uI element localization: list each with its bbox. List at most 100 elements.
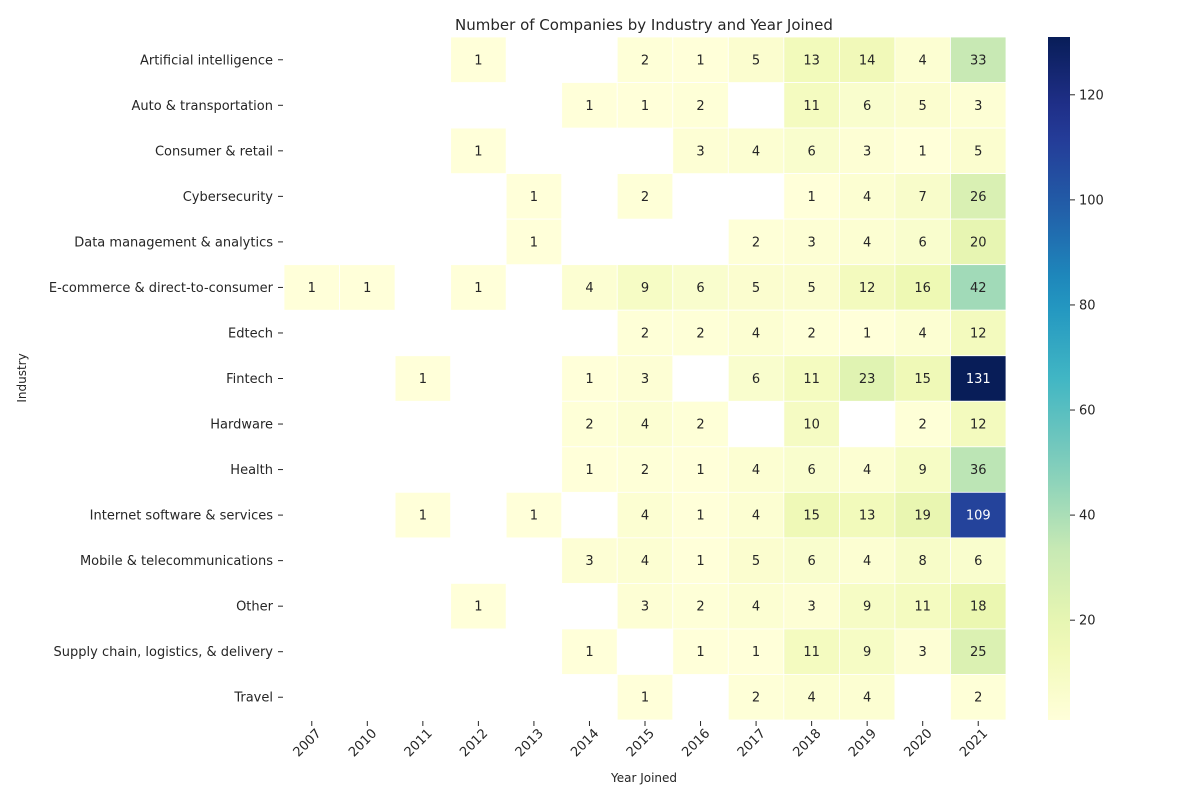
heatmap-cell — [727, 537, 785, 584]
heatmap-cell — [672, 491, 729, 539]
x-tick-label: 2015 — [624, 726, 658, 760]
cell-value-label: 4 — [585, 281, 593, 296]
heatmap-cell — [616, 36, 674, 83]
heatmap-cell — [727, 355, 785, 402]
cell-value-label: 2 — [919, 418, 927, 433]
colorbar-tick-label: 40 — [1079, 509, 1096, 524]
cell-value-label: 20 — [970, 235, 987, 250]
heatmap-cell — [727, 446, 785, 493]
heatmap-cell — [950, 400, 1007, 448]
x-tick-label: 2019 — [846, 726, 880, 760]
cell-value-label: 1 — [641, 99, 649, 114]
heatmap-cell — [894, 355, 951, 402]
cell-value-label: 2 — [641, 463, 649, 478]
cell-value-label: 4 — [863, 190, 871, 205]
heatmap-cell — [894, 628, 951, 675]
cell-value-label: 6 — [863, 99, 871, 114]
cell-value-label: 33 — [970, 53, 987, 68]
cell-value-label: 8 — [919, 554, 927, 569]
heatmap-cell — [727, 36, 785, 83]
cell-value-label: 1 — [807, 190, 815, 205]
cell-value-label: 2 — [585, 418, 593, 433]
heatmap-cell — [616, 309, 674, 357]
y-tick-label: E-commerce & direct-to-consumer — [49, 281, 274, 296]
heatmap-cell — [616, 446, 674, 493]
y-tick-label: Artificial intelligence — [140, 53, 273, 68]
cell-value-label: 7 — [919, 190, 927, 205]
heatmap-cell — [894, 491, 951, 539]
cell-value-label: 6 — [807, 554, 815, 569]
heatmap-cell — [561, 264, 618, 311]
cell-value-label: 1 — [474, 281, 482, 296]
heatmap-cell — [950, 127, 1007, 174]
cell-value-label: 1 — [641, 691, 649, 706]
cell-value-label: 9 — [641, 281, 649, 296]
heatmap-cell — [950, 446, 1007, 493]
cell-value-label: 1 — [530, 509, 538, 524]
y-tick-label: Hardware — [210, 418, 273, 433]
heatmap-cell — [950, 674, 1007, 721]
heatmap-cell — [838, 491, 896, 539]
cell-value-label: 11 — [803, 99, 820, 114]
cell-value-label: 4 — [863, 235, 871, 250]
heatmap-cell — [450, 36, 507, 83]
cell-value-label: 2 — [696, 99, 704, 114]
chart-title: Number of Companies by Industry and Year… — [455, 16, 833, 34]
cell-value-label: 1 — [363, 281, 371, 296]
heatmap-cell — [950, 537, 1007, 584]
cell-value-label: 1 — [474, 600, 482, 615]
heatmap-cell — [339, 264, 396, 311]
cell-value-label: 1 — [585, 99, 593, 114]
cell-value-label: 3 — [863, 144, 871, 159]
cell-value-label: 3 — [696, 144, 704, 159]
heatmap-cell — [561, 446, 618, 493]
heatmap-cell — [394, 355, 452, 402]
heatmap-cell — [616, 264, 674, 311]
cell-value-label: 6 — [696, 281, 704, 296]
cell-value-label: 109 — [966, 509, 991, 524]
cell-value-label: 1 — [419, 372, 427, 387]
heatmap-cell — [727, 628, 785, 675]
cell-value-label: 18 — [970, 600, 987, 615]
y-tick-label: Internet software & services — [90, 509, 274, 524]
heatmap-cell — [450, 127, 507, 174]
cell-value-label: 5 — [752, 53, 760, 68]
cell-value-label: 3 — [641, 600, 649, 615]
cell-value-label: 3 — [919, 645, 927, 660]
cell-value-label: 5 — [919, 99, 927, 114]
cell-value-label: 1 — [752, 645, 760, 660]
cell-value-label: 4 — [863, 463, 871, 478]
cell-value-label: 15 — [803, 509, 820, 524]
cell-value-label: 1 — [585, 463, 593, 478]
cell-value-label: 1 — [863, 326, 871, 341]
x-tick-label: 2014 — [568, 726, 602, 760]
heatmap-cells — [283, 36, 1007, 721]
heatmap-cell — [727, 127, 785, 174]
heatmap-cell — [505, 173, 563, 220]
heatmap-cell — [894, 127, 951, 174]
heatmap-cell — [727, 583, 785, 630]
cell-value-label: 4 — [641, 418, 649, 433]
heatmap-cell — [783, 400, 840, 448]
x-axis: 2007 2010 2011 2012 2013 2014 2015 2016 2017 2018… — [291, 721, 991, 760]
cell-value-label: 19 — [914, 509, 931, 524]
heatmap-cell — [727, 674, 785, 721]
cell-value-label: 15 — [914, 372, 931, 387]
cell-value-label: 14 — [859, 53, 876, 68]
cell-value-label: 1 — [308, 281, 316, 296]
heatmap-cell — [838, 674, 896, 721]
cell-value-label: 4 — [919, 53, 927, 68]
heatmap-cell — [672, 583, 729, 630]
heatmap-cell — [838, 309, 896, 357]
heatmap-cell — [783, 264, 840, 311]
cell-value-label: 6 — [974, 554, 982, 569]
colorbar-tick-label: 60 — [1079, 404, 1096, 419]
cell-value-label: 10 — [803, 418, 820, 433]
cell-value-label: 4 — [919, 326, 927, 341]
cell-value-label: 6 — [752, 372, 760, 387]
cell-value-label: 1 — [696, 463, 704, 478]
heatmap-cell — [783, 127, 840, 174]
y-tick-label: Other — [236, 600, 274, 615]
cell-value-label: 3 — [974, 99, 982, 114]
